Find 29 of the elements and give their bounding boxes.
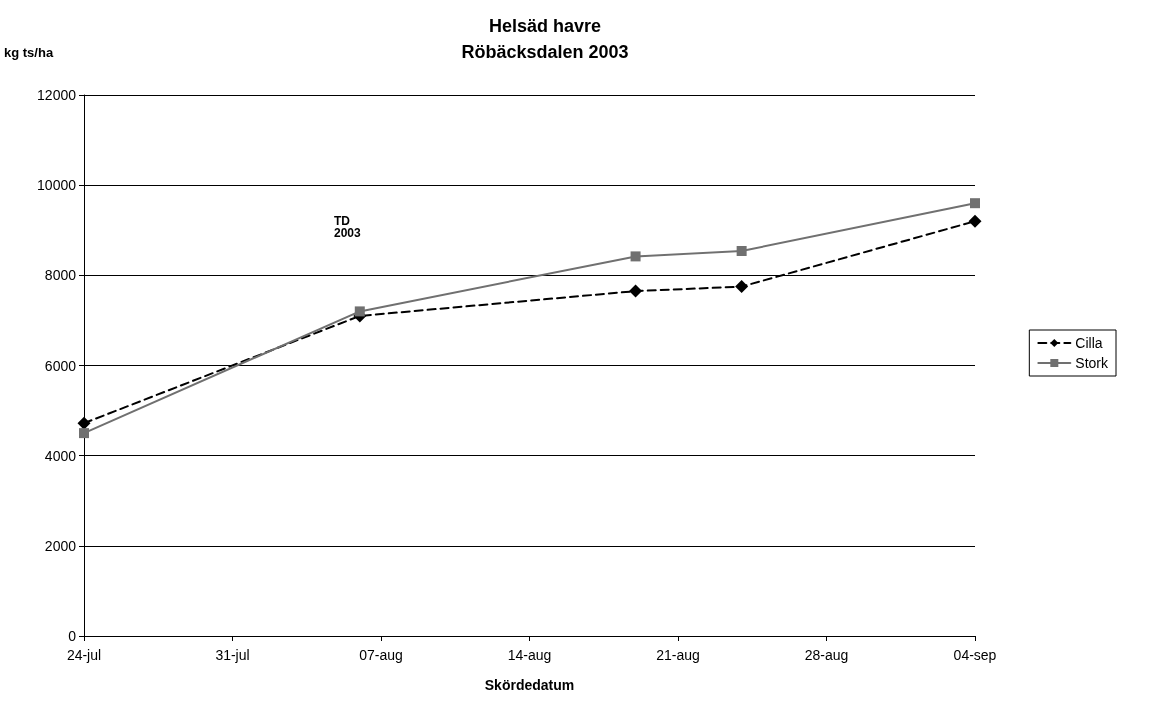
legend-label: Stork [1075, 355, 1109, 371]
point [629, 284, 643, 298]
y-tick-label: 6000 [44, 357, 77, 374]
x-tick-label: 14-aug [507, 647, 552, 663]
annotation: TD 2003 [334, 214, 362, 240]
point [736, 245, 747, 256]
y-axis-title: kg ts/ha [4, 45, 54, 60]
point [968, 214, 982, 228]
y-tick-label: 2000 [44, 537, 77, 554]
point [630, 251, 641, 262]
legend-label: Cilla [1075, 335, 1103, 351]
x-tick-label: 21-aug [656, 647, 700, 663]
y-tick-label: 10000 [37, 177, 77, 194]
y-tick-label: 0 [68, 628, 77, 644]
x-tick-label: 24-jul [66, 647, 102, 663]
x-tick-label: 07-aug [359, 647, 403, 663]
x-tick-label: 31-jul [215, 647, 250, 663]
y-tick-label: 4000 [44, 447, 77, 464]
point [735, 280, 749, 294]
point [79, 428, 89, 439]
x-tick-label: 04-sep [953, 647, 997, 663]
y-tick-label: 12000 [37, 87, 77, 103]
point [354, 306, 365, 317]
y-tick-label: 8000 [44, 267, 77, 284]
x-tick-label: 28-aug [804, 647, 849, 663]
point [970, 198, 980, 209]
chart-title: Helsäd havre Röbäcksdalen 2003 [461, 16, 629, 62]
x-axis-title: Skördedatum [484, 677, 575, 693]
point [77, 416, 91, 430]
